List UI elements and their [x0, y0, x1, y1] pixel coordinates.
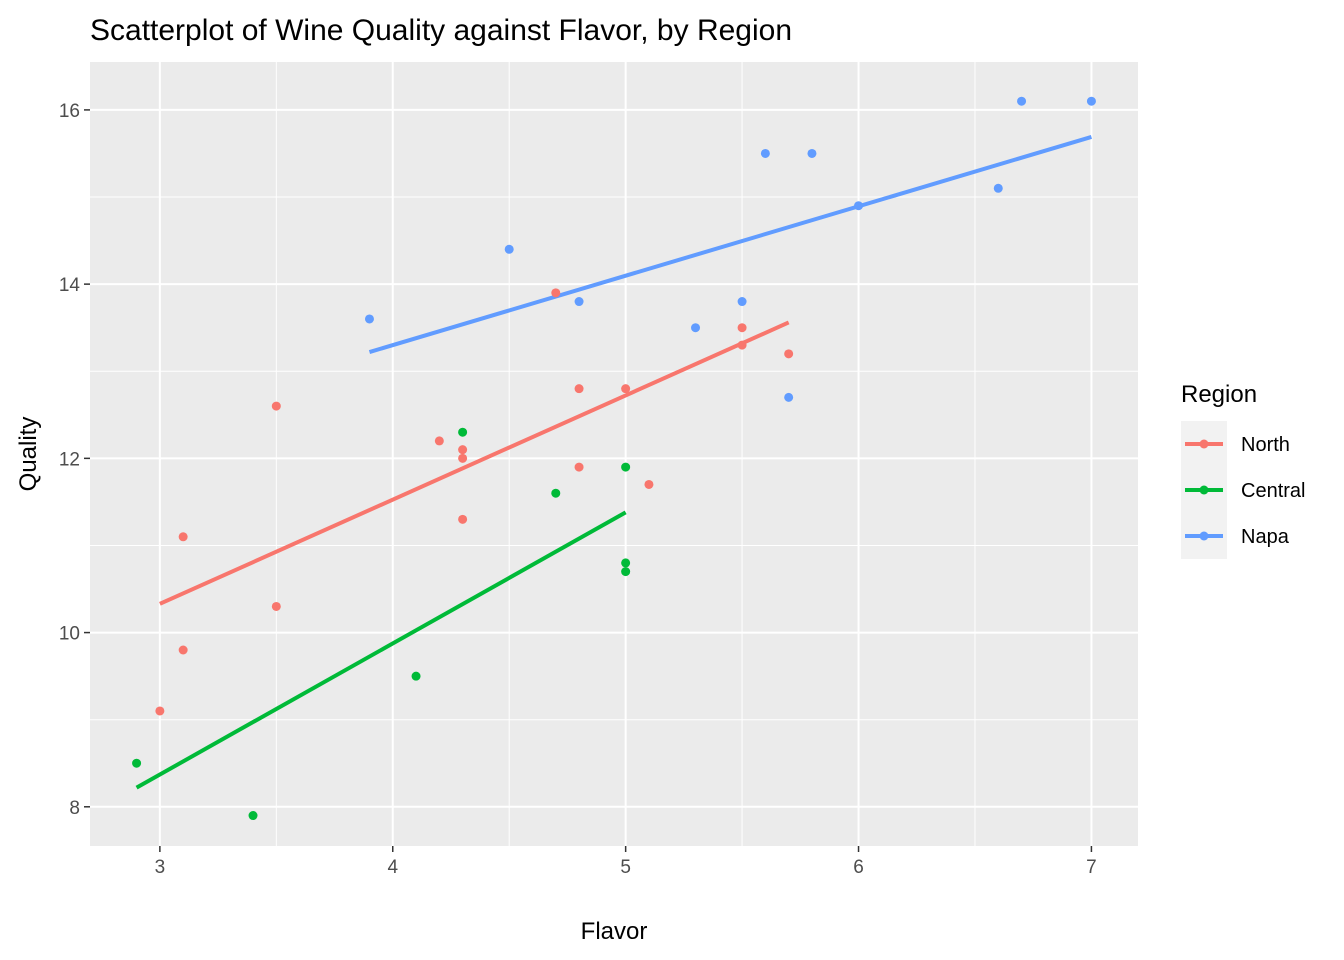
- point-north: [178, 645, 188, 655]
- point-central: [248, 811, 258, 821]
- regression-lines: [135, 134, 1092, 790]
- plot-panel: [90, 62, 1138, 846]
- legend-label-north: North: [1241, 434, 1290, 456]
- y-axis-title: Quality: [15, 417, 42, 492]
- legend-label-central: Central: [1241, 480, 1305, 502]
- chart-title: Scatterplot of Wine Quality against Flav…: [90, 14, 792, 47]
- point-napa: [691, 323, 701, 333]
- fit-line-napa: [368, 134, 1092, 354]
- point-napa: [1086, 96, 1096, 106]
- point-napa: [854, 201, 864, 211]
- point-central: [551, 488, 561, 498]
- point-north: [458, 514, 468, 524]
- fit-line-north: [159, 320, 790, 606]
- point-north: [178, 532, 188, 542]
- x-axis-title: Flavor: [581, 918, 648, 945]
- fit-line-central: [135, 510, 627, 790]
- x-axis-ticks: 3 4 5 6 7: [155, 846, 1097, 878]
- x-tick-label: 6: [853, 857, 864, 878]
- y-tick-label: 12: [59, 449, 80, 470]
- point-north: [551, 288, 561, 298]
- major-gridlines: [90, 62, 1138, 846]
- legend: Region North Central Napa: [1181, 381, 1305, 559]
- minor-gridlines: [90, 62, 1138, 846]
- point-north: [434, 436, 444, 446]
- point-napa: [1017, 96, 1027, 106]
- point-central: [621, 567, 631, 577]
- point-north: [574, 462, 584, 472]
- x-tick-label: 3: [155, 857, 166, 878]
- legend-key-point: [1199, 485, 1209, 495]
- data-points: [132, 96, 1096, 821]
- point-napa: [574, 297, 584, 307]
- point-central: [132, 758, 142, 768]
- x-tick-label: 4: [387, 857, 398, 878]
- legend-key-point: [1199, 439, 1209, 449]
- legend-key-point: [1199, 531, 1209, 541]
- point-napa: [807, 148, 817, 158]
- point-north: [271, 401, 281, 411]
- y-tick-label: 10: [59, 624, 80, 645]
- point-central: [621, 558, 631, 568]
- point-central: [411, 671, 421, 681]
- y-tick-label: 14: [59, 275, 81, 296]
- point-napa: [364, 314, 374, 324]
- point-napa: [504, 244, 514, 254]
- y-axis-ticks: 8 10 12 14 16: [59, 101, 90, 819]
- point-north: [784, 349, 794, 359]
- x-tick-label: 5: [620, 857, 631, 878]
- point-north: [737, 340, 747, 350]
- x-tick-label: 7: [1086, 857, 1097, 878]
- y-tick-label: 8: [69, 798, 80, 819]
- point-north: [574, 384, 584, 394]
- point-north: [737, 323, 747, 333]
- point-napa: [993, 183, 1003, 193]
- point-north: [458, 453, 468, 463]
- point-central: [621, 462, 631, 472]
- legend-title: Region: [1181, 381, 1257, 408]
- point-napa: [784, 392, 794, 402]
- legend-label-napa: Napa: [1241, 526, 1290, 548]
- y-tick-label: 16: [59, 101, 80, 122]
- point-north: [271, 601, 281, 611]
- point-central: [458, 427, 468, 437]
- point-north: [458, 445, 468, 455]
- point-north: [621, 384, 631, 394]
- point-north: [155, 706, 165, 716]
- point-napa: [760, 148, 770, 158]
- point-napa: [737, 297, 747, 307]
- point-north: [644, 479, 654, 489]
